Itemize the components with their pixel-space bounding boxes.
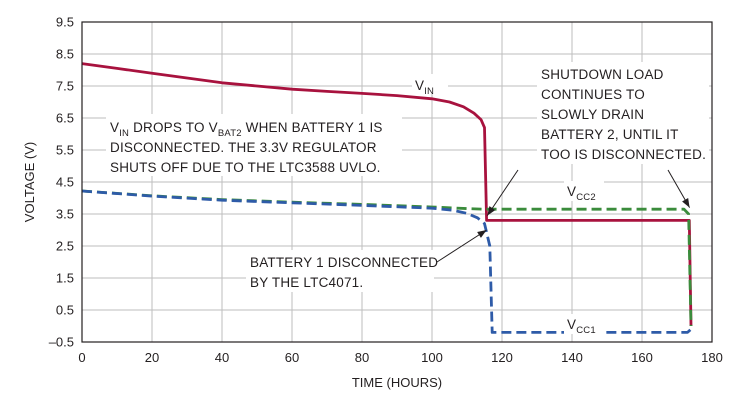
annotation-text-line: VIN DROPS TO VBAT2 WHEN BATTERY 1 IS	[110, 120, 383, 139]
x-tick-label: 140	[561, 350, 583, 365]
plot-frame	[81, 21, 713, 343]
annotation-text-line: SHUTDOWN LOAD	[541, 67, 664, 82]
series-label-background	[412, 74, 448, 94]
y-tick-label: 6.5	[56, 111, 74, 126]
annotation-text-line: DISCONNECTED. THE 3.3V REGULATOR	[110, 140, 377, 155]
annotation-background	[537, 62, 709, 164]
x-tick-label: 160	[631, 350, 653, 365]
y-tick-label: 5.5	[56, 143, 74, 158]
arrow-vin-drop-head	[487, 206, 496, 216]
annotation-background	[106, 114, 402, 176]
annotation-text-line: SLOWLY DRAIN	[541, 107, 644, 122]
y-tick-label: 7.5	[56, 79, 74, 94]
y-axis-title: VOLTAGE (V)	[22, 142, 37, 222]
annotation-text-line: BY THE LTC4071.	[250, 275, 363, 290]
y-tick-label: 8.5	[56, 47, 74, 62]
annotation-text-line: BATTERY 2, UNTIL IT	[541, 127, 679, 142]
annotation-text-line: CONTINUES TO	[541, 87, 645, 102]
series-labels: VIN VCC2 VCC1	[412, 74, 604, 336]
y-tick-label: 0.5	[56, 303, 74, 318]
x-tick-label: 120	[491, 350, 513, 365]
x-tick-label: 60	[285, 350, 299, 365]
x-tick-label: 20	[145, 350, 159, 365]
x-tick-label: 80	[355, 350, 369, 365]
y-tick-label: 3.5	[56, 207, 74, 222]
x-tick-label: 180	[701, 350, 723, 365]
y-tick-label: 4.5	[56, 175, 74, 190]
series-line-vin	[81, 62, 693, 327]
annotation-text-line: SHUTS OFF DUE TO THE LTC3588 UVLO.	[110, 160, 381, 175]
series-label-background	[564, 181, 604, 201]
annotation-background	[246, 250, 434, 292]
x-tick-label: 40	[215, 350, 229, 365]
series-label-vcc2: VCC2	[567, 184, 596, 203]
arrow-battery1-disconnected-head	[477, 230, 487, 238]
x-tick-label: 0	[78, 350, 85, 365]
annotation-text-line: BATTERY 1 DISCONNECTED	[250, 255, 438, 270]
series-group	[81, 62, 693, 334]
arrow-vin-drop	[486, 169, 519, 216]
x-tick-labels: 0 20 40 60 80 100 120 140 160 180	[78, 350, 722, 365]
plot-border	[81, 21, 713, 343]
y-tick-label: 2.5	[56, 239, 74, 254]
x-tick-label: 100	[421, 350, 443, 365]
y-tick-label: –0.5	[49, 335, 74, 350]
series-label-background	[564, 314, 604, 334]
series-label-vcc1: VCC1	[567, 317, 596, 336]
x-axis-title: TIME (HOURS)	[352, 375, 442, 390]
arrow-shutdown-load-head	[682, 198, 690, 208]
series-label-vin: VIN	[415, 78, 434, 97]
y-tick-labels: –0.5 0.5 1.5 2.5 3.5 4.5 5.5 6.5 7.5 8.5 9.5	[49, 15, 74, 350]
series-line-vcc1	[81, 189, 692, 334]
annotation-text-line: TOO IS DISCONNECTED.	[541, 147, 706, 162]
y-tick-label: 9.5	[56, 15, 74, 30]
y-tick-label: 1.5	[56, 271, 74, 286]
annotations: VIN DROPS TO VBAT2 WHEN BATTERY 1 ISDISC…	[106, 62, 709, 292]
arrow-battery1-disconnected	[436, 229, 487, 263]
